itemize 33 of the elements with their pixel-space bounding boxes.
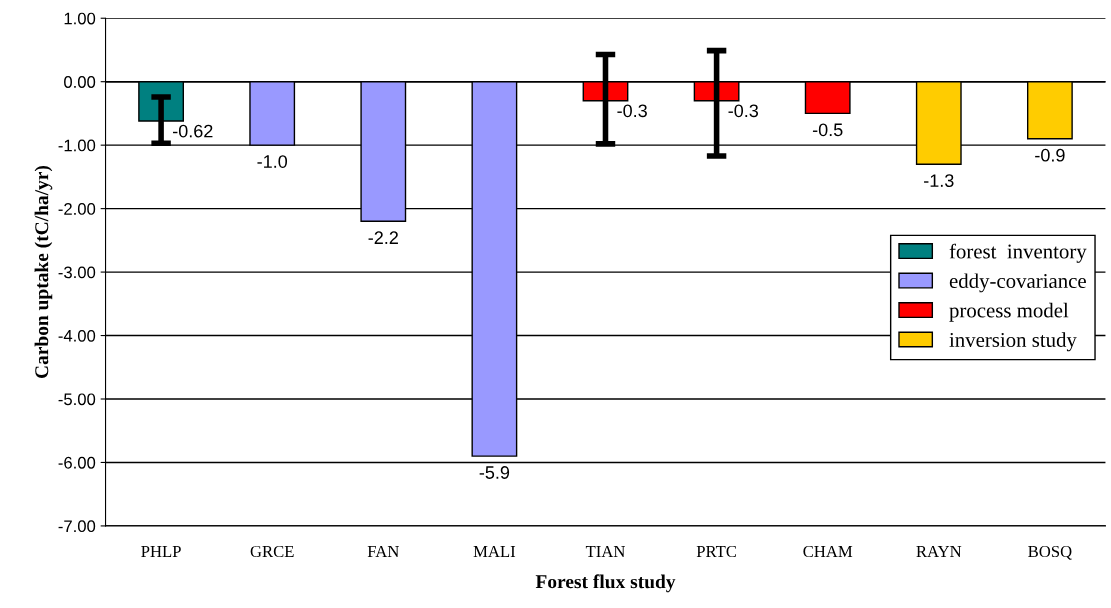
y-tick-label: -1.00 (58, 139, 96, 152)
y-tick-label: -7.00 (58, 520, 96, 533)
x-tick-label: PHLP (141, 546, 181, 557)
y-tick-label: -6.00 (58, 456, 96, 469)
data-label: -5.9 (479, 466, 510, 479)
legend-label: inversion study (949, 332, 1077, 352)
y-tick-label: -2.00 (58, 203, 96, 215)
y-tick-label: -3.00 (58, 266, 96, 279)
x-tick-label: RAYN (916, 545, 962, 557)
legend-label: process model (949, 302, 1069, 322)
x-tick-label: TIAN (585, 545, 626, 557)
data-label: -0.62 (173, 124, 213, 138)
x-tick-label: GRCE (250, 545, 294, 558)
y-tick-label: -5.00 (58, 393, 96, 406)
data-label: -0.3 (617, 104, 647, 118)
data-label: -1.3 (924, 174, 954, 187)
x-tick-label: CHAM (803, 545, 853, 558)
y-tick-label: 1.00 (64, 12, 96, 25)
legend-label: eddy-covariance (949, 273, 1086, 293)
x-tick-label: FAN (367, 545, 399, 557)
x-tick-label: MALI (473, 545, 516, 557)
data-label: -0.5 (812, 123, 843, 137)
x-axis-title: Forest flux study (535, 574, 676, 593)
x-tick-label: PRTC (696, 545, 737, 558)
data-label: -2.2 (368, 231, 398, 244)
y-axis-title: Carbon uptake (tC/ha/yr) (34, 165, 53, 379)
data-label: -1.0 (257, 155, 288, 168)
data-label: -0.9 (1035, 148, 1065, 162)
y-tick-label: -4.00 (58, 329, 96, 342)
data-label: -0.3 (728, 104, 759, 118)
legend-label: forest inventory (949, 243, 1087, 263)
y-tick-label: 0.00 (64, 76, 96, 88)
x-tick-label: BOSQ (1028, 545, 1072, 560)
